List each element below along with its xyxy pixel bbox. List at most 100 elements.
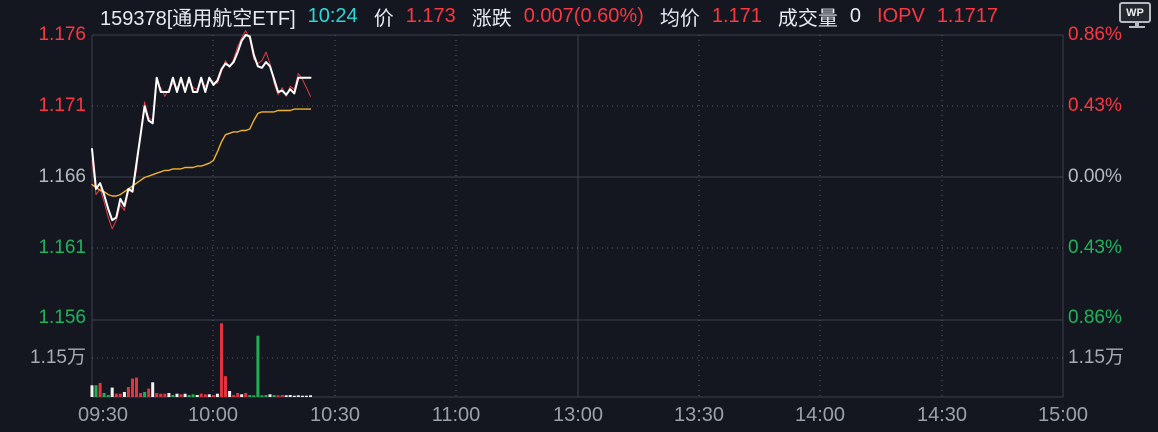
y-axis-price-tick: 1.171 [38,95,86,116]
quote-header: 159378[通用航空ETF] 10:24 价 1.173 涨跌 0.007(0… [100,0,998,32]
volume-bar [171,395,175,397]
volume-bar [167,393,171,397]
y-axis-price-tick: 1.176 [38,24,86,45]
volume-bar [280,395,284,397]
volume-bar [151,382,155,397]
volume-bar [232,395,236,397]
volume-bar [199,393,203,397]
iopv-value: 1.1717 [936,4,998,27]
last-price-value: 1.173 [405,4,456,27]
monitor-icon: WP [1119,2,1151,23]
volume-bar [228,391,232,397]
price-line [91,34,312,222]
volume-bar [187,395,191,397]
quote-time: 10:24 [307,4,358,27]
volume-bar [244,393,248,397]
volume-bar [300,395,304,397]
volume-bar [98,382,102,397]
volume-bar [276,395,280,397]
stock-code-name: 159378[通用航空ETF] [100,7,296,30]
volume-bar [215,393,219,397]
y-axis-volume-tick: 1.15万 [30,347,86,368]
volume-bar [183,393,187,397]
price-label: 价 [373,7,394,30]
volume-bar [139,393,143,397]
wp-watermark-logo: WP [1119,2,1155,32]
x-axis-time-tick: 14:00 [794,404,846,426]
x-axis-time-tick: 11:00 [431,404,481,426]
avg-price-label: 均价 [659,7,700,30]
y-axis-percent-tick: 0.86% [1068,307,1122,328]
volume-bar [114,393,118,397]
monitor-base [1129,26,1145,28]
volume-bar [118,393,122,397]
volume-bar [304,395,308,397]
volume-bar [240,394,244,397]
price-lines [91,30,312,230]
volume-bar [195,395,199,397]
volume-bar [220,323,223,397]
volume-bar [90,385,94,397]
volume-bar [288,395,292,397]
volume-bar [179,394,183,397]
volume-bar [147,388,151,397]
volume-bar [296,395,300,397]
volume-bar [102,393,106,397]
avg-price-value: 1.171 [711,4,762,27]
volume-bar [268,394,272,397]
x-axis-time-tick: 10:30 [309,404,361,426]
volume-bar [159,393,163,397]
volume-bar [94,385,98,397]
volume-bar [284,395,288,397]
volume-value: 0 [849,4,862,27]
wp-logo-text: WP [1126,6,1144,19]
volume-label: 成交量 [777,7,838,30]
iopv-line [91,30,311,230]
y-axis-price-tick: 1.156 [38,307,86,328]
x-axis-time-tick: 10:00 [187,404,239,426]
volume-bar [163,393,167,397]
volume-bars [90,323,312,397]
y-axis-percent-tick: 0.43% [1068,237,1122,258]
volume-bar [236,393,240,397]
volume-bar [207,394,211,397]
y-axis-percent-tick: 0.43% [1068,95,1122,116]
y-axis-price-tick: 1.161 [38,237,86,258]
volume-bar [248,395,252,397]
volume-bar [191,394,195,397]
y-axis-percent-tick-zero: 0.00% [1068,166,1122,187]
volume-bar [272,395,276,397]
volume-bar [211,395,215,397]
volume-bar [126,387,130,397]
volume-bar [155,393,159,397]
x-axis-time-tick: 09:30 [77,404,129,426]
volume-bar [203,394,207,397]
volume-bar [122,392,126,397]
volume-bar [252,395,256,397]
volume-bar [143,392,147,397]
avg_price-line [91,108,312,197]
monitor-stand [1135,23,1139,26]
volume-bar [110,387,114,397]
y-axis-price-tick-prev-close: 1.166 [38,166,86,187]
x-axis-time-tick: 15:00 [1037,404,1089,426]
x-axis-time-tick: 13:30 [673,404,725,426]
volume-bar [264,395,268,397]
change-value: 0.007(0.60%) [523,4,644,27]
y-axis-volume-tick: 1.15万 [1068,347,1124,368]
x-axis-time-tick: 14:30 [916,404,968,426]
volume-bar [256,335,260,397]
iopv-label: IOPV [877,4,925,27]
volume-bar [131,378,134,397]
change-label: 涨跌 [471,7,512,30]
volume-bar [224,376,227,397]
volume-bar [260,395,264,397]
volume-bar [175,393,179,397]
volume-bar [292,395,296,397]
volume-bar [309,395,312,397]
y-axis-percent-tick: 0.86% [1068,24,1122,45]
volume-bar [106,395,110,397]
x-axis-time-tick: 13:00 [552,404,604,426]
